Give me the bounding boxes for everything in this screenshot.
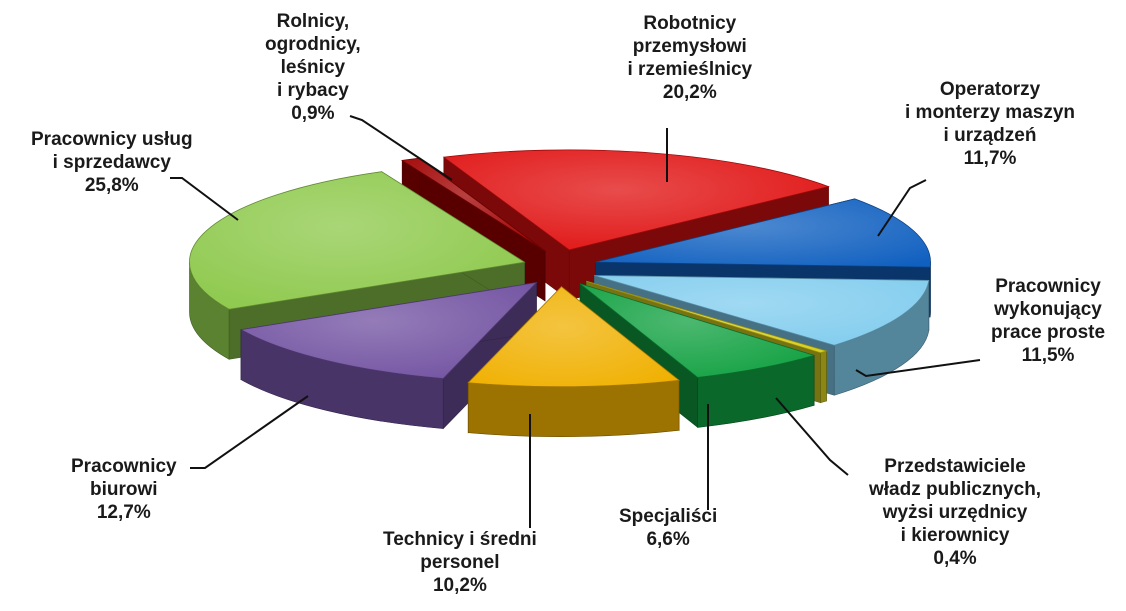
slice-label-line: i sprzedawcy: [52, 152, 171, 173]
slice-value-label: 25,8%: [84, 175, 139, 196]
pie-slice: [189, 171, 526, 310]
pie-slice: [467, 286, 681, 388]
slice-label-line: Rolnicy,: [276, 11, 350, 32]
slice-label-line: wyżsi urzędnicy: [882, 502, 1028, 523]
slice-label-line: leśnicy: [280, 57, 346, 78]
slice-label-line: Operatorzy: [939, 79, 1041, 100]
slice-label-line: i rzemieślnicy: [627, 59, 753, 80]
slice-label: Pracownicy biurowi 12,7%: [71, 455, 177, 524]
slice-side: [820, 350, 827, 404]
pie-slice: [239, 281, 538, 379]
slice-label-line: i rybacy: [276, 80, 349, 101]
pie-tops: [189, 149, 931, 388]
pie-slice: [442, 149, 830, 251]
slice-label: Operatorzy i monterzy maszyn i urządzeń 11,…: [905, 78, 1075, 170]
slice-label: Robotnicy przemysłowi i rzemieślnicy 20,2%: [628, 12, 753, 104]
slice-label-line: i monterzy maszyn: [905, 102, 1075, 123]
slice-label-line: biurowi: [90, 479, 158, 500]
leader-lines: [170, 115, 981, 528]
slice-label: Specjaliści 6,6%: [619, 505, 717, 551]
slice-value-label: 0,4%: [933, 548, 977, 569]
slice-value-label: 11,5%: [1021, 345, 1075, 366]
leader-line: [775, 397, 849, 476]
slice-value-label: 0,9%: [291, 103, 335, 124]
pie-slice: [594, 275, 930, 346]
slice-label-line: Robotnicy: [643, 13, 737, 34]
leader-line: [855, 359, 981, 378]
slice-label-line: prace proste: [991, 322, 1106, 343]
slice-value-label: 10,2%: [432, 575, 487, 596]
slice-label: Rolnicy, ogrodnicy, leśnicy i rybacy 0,9%: [265, 10, 361, 125]
slice-label-line: i kierownicy: [900, 525, 1010, 546]
slice-value-label: 20,2%: [662, 82, 717, 103]
slice-label-line: ogrodnicy,: [265, 34, 361, 55]
leader-line: [170, 177, 239, 221]
pie-slice: [586, 280, 828, 354]
slice-label-line: przemysłowi: [632, 36, 747, 57]
slice-label-line: Pracownicy: [71, 456, 177, 477]
slice-value-label: 11,7%: [963, 148, 1017, 169]
slice-label-line: i urządzeń: [943, 125, 1037, 146]
slice-label-line: Pracownicy usług: [31, 129, 193, 150]
slice-label: Pracownicy wykonujący prace proste 11,5%: [991, 275, 1105, 367]
slice-label: Przedstawiciele władz publicznych, wyżsi u…: [869, 455, 1041, 570]
pie-slice: [595, 198, 931, 268]
slice-label-line: wykonujący: [994, 299, 1102, 320]
leader-line: [349, 115, 453, 181]
leader-line: [190, 395, 309, 469]
slice-value-label: 6,6%: [646, 529, 690, 550]
slice-label-line: Specjaliści: [619, 506, 718, 527]
slice-label-line: Pracownicy: [995, 276, 1101, 297]
slice-label: Technicy i średni personel 10,2%: [383, 528, 537, 597]
slice-side: [467, 379, 680, 437]
pie-slice: [579, 283, 816, 378]
slice-label-line: władz publicznych,: [869, 479, 1042, 500]
slice-label: Pracownicy usług i sprzedawcy 25,8%: [31, 128, 193, 197]
slice-label-line: Przedstawiciele: [884, 456, 1026, 477]
slice-label-line: personel: [420, 552, 500, 573]
slice-value-label: 12,7%: [96, 502, 151, 523]
slice-label-line: Technicy i średni: [383, 529, 537, 550]
leader-line: [877, 179, 927, 237]
